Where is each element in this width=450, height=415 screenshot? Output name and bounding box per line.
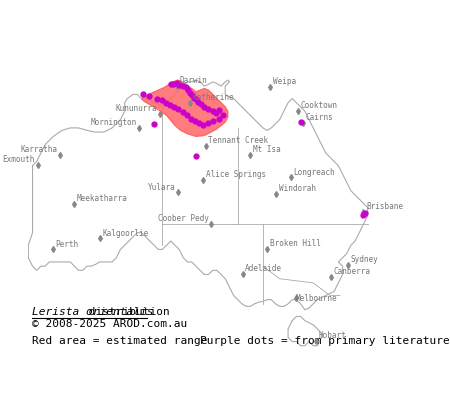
Text: Broken Hill: Broken Hill (270, 239, 320, 248)
Text: Hobart: Hobart (318, 331, 346, 340)
Polygon shape (288, 316, 322, 346)
Text: Kalgoorlie: Kalgoorlie (102, 229, 148, 238)
Text: Cooktown: Cooktown (301, 101, 338, 110)
Text: Melbourne: Melbourne (296, 294, 337, 303)
Text: Lerista orientalis: Lerista orientalis (32, 307, 153, 317)
Text: Canberra: Canberra (333, 267, 370, 276)
Text: Longreach: Longreach (293, 168, 335, 176)
Text: Brisbane: Brisbane (366, 202, 403, 211)
Text: Exmouth: Exmouth (3, 155, 35, 164)
Text: Mornington: Mornington (90, 118, 136, 127)
Text: Adelaide: Adelaide (245, 264, 282, 273)
Text: Katherine: Katherine (193, 93, 234, 102)
Text: Karratha: Karratha (21, 145, 58, 154)
Text: Weipa: Weipa (273, 77, 296, 86)
Text: Coober Pedy: Coober Pedy (158, 215, 208, 223)
Text: Purple dots = from primary literature: Purple dots = from primary literature (200, 336, 450, 346)
Text: distribution: distribution (81, 307, 169, 317)
Polygon shape (141, 80, 228, 136)
Text: Yulara: Yulara (148, 183, 176, 192)
Text: Sydney: Sydney (351, 256, 378, 264)
Text: © 2008-2025 AROD.com.au: © 2008-2025 AROD.com.au (32, 319, 187, 329)
Text: Mt Isa: Mt Isa (253, 145, 281, 154)
Text: Perth: Perth (55, 239, 78, 249)
Text: Cairns: Cairns (306, 113, 333, 122)
Text: Alice Springs: Alice Springs (206, 170, 266, 179)
Polygon shape (28, 80, 368, 310)
Text: Tennant Creek: Tennant Creek (208, 136, 269, 145)
Text: Red area = estimated range: Red area = estimated range (32, 336, 207, 346)
Text: Windorah: Windorah (279, 184, 316, 193)
Text: Meekatharra: Meekatharra (77, 194, 128, 203)
Text: Kununurra: Kununurra (116, 104, 158, 113)
Text: Darwin: Darwin (180, 76, 208, 85)
